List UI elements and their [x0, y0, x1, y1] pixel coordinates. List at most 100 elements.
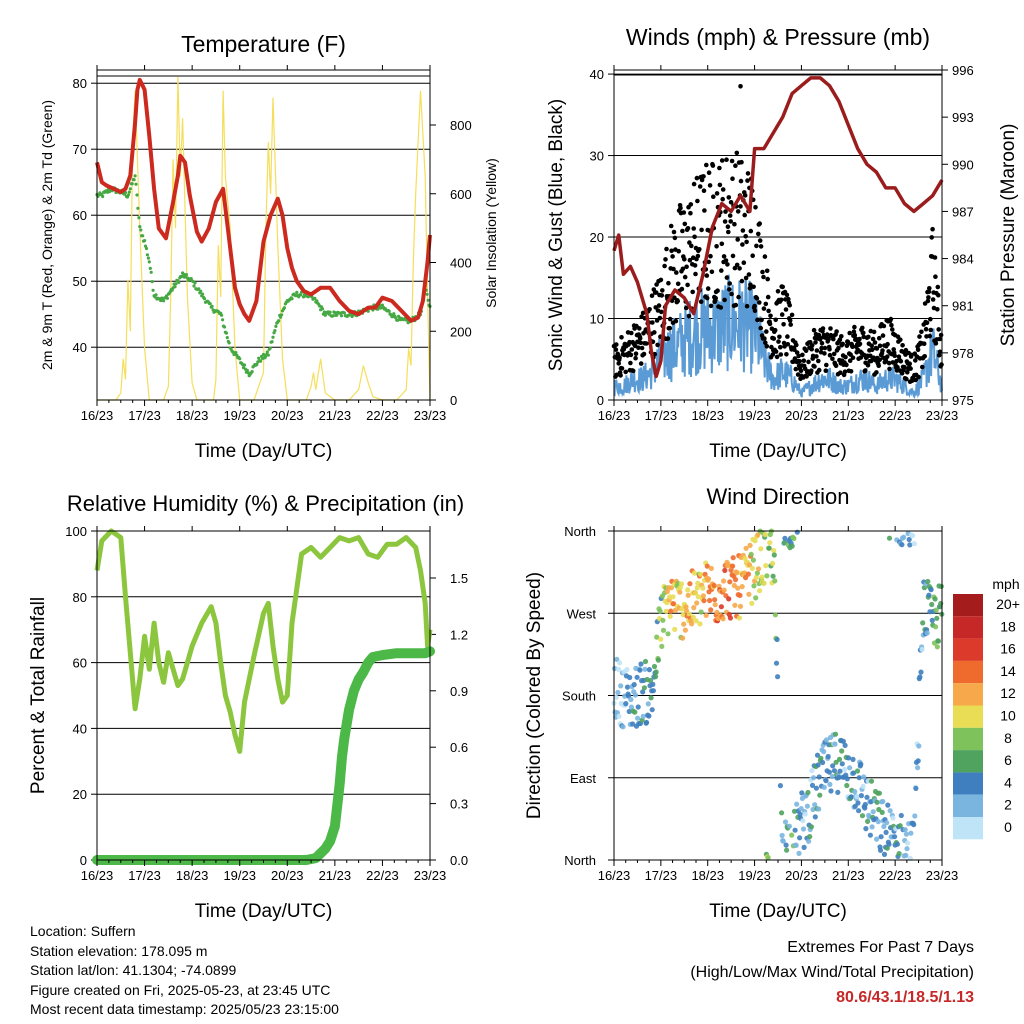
gust-point [836, 345, 841, 351]
gust-point [710, 163, 716, 168]
x-tick-label: 20/23 [785, 868, 818, 883]
series-gust [611, 83, 944, 385]
gust-point [636, 345, 641, 351]
direction-point [749, 565, 755, 571]
gust-point [792, 347, 797, 353]
dewpoint-point [227, 341, 231, 345]
gust-point [630, 368, 636, 374]
dewpoint-point [221, 318, 225, 322]
gust-point [692, 263, 698, 268]
direction-point [929, 617, 935, 624]
direction-point [844, 776, 850, 782]
gust-point [904, 376, 909, 382]
dewpoint-point [290, 297, 294, 301]
gust-point [937, 349, 943, 355]
dewpoint-point [135, 193, 139, 197]
direction-point [751, 583, 757, 589]
direction-point [644, 719, 650, 726]
direction-point [664, 588, 671, 595]
gust-point [670, 254, 675, 259]
x-axis-label: Time (Day/UTC) [195, 441, 333, 462]
chart-title: Wind Direction [706, 484, 849, 509]
gust-point [708, 303, 714, 309]
gust-point [761, 274, 766, 280]
gust-point [705, 286, 711, 291]
gust-point [681, 210, 687, 215]
direction-point [732, 602, 738, 608]
direction-point [835, 789, 841, 796]
gust-point [685, 282, 690, 288]
y2-tick-label: 1.2 [450, 627, 468, 642]
dewpoint-point [225, 336, 229, 340]
direction-point [707, 597, 713, 604]
gust-point [932, 255, 938, 260]
dewpoint-point [323, 313, 327, 317]
gust-point [919, 329, 924, 335]
direction-point [911, 541, 917, 547]
gust-point [725, 262, 730, 267]
gust-point [796, 353, 801, 359]
direction-point [796, 850, 802, 857]
legend-label: 6 [1004, 752, 1012, 768]
direction-point [830, 763, 836, 769]
direction-point [647, 678, 654, 684]
gust-point [743, 275, 749, 281]
direction-point [799, 790, 805, 796]
direction-point [933, 624, 939, 630]
legend-label: 20+ [996, 596, 1020, 612]
gust-point [927, 286, 932, 291]
direction-point [839, 748, 845, 754]
direction-point [631, 682, 637, 688]
direction-point [748, 551, 754, 558]
direction-point [791, 535, 797, 542]
gust-point [760, 269, 765, 275]
direction-point [746, 562, 753, 568]
x-axis-label: Time (Day/UTC) [195, 901, 333, 922]
direction-point [887, 808, 893, 814]
extremes-box: Extremes For Past 7 Days (High/Low/Max W… [690, 935, 974, 1010]
gust-point [723, 209, 728, 214]
gust-point [727, 287, 732, 292]
direction-point [653, 669, 659, 675]
gust-point [699, 177, 705, 183]
direction-point [911, 822, 917, 828]
direction-point [894, 841, 901, 847]
dewpoint-point [141, 234, 145, 238]
direction-point [635, 704, 641, 710]
direction-point [898, 812, 904, 819]
direction-point [874, 836, 880, 842]
gust-point [664, 246, 669, 252]
direction-point [935, 638, 942, 644]
direction-point [899, 542, 905, 548]
y-tick-label: 0 [597, 393, 604, 408]
dewpoint-point [220, 313, 224, 317]
gust-point [819, 341, 825, 346]
dewpoint-point [331, 314, 335, 318]
gust-point [618, 373, 623, 378]
y2-tick-label: 0.6 [450, 740, 468, 755]
dewpoint-point [165, 296, 169, 300]
dewpoint-point [197, 287, 201, 291]
gust-point [786, 296, 791, 302]
gust-point [785, 342, 791, 347]
gust-point [676, 248, 681, 254]
gust-point [824, 332, 830, 337]
gust-point [888, 316, 894, 322]
direction-point [660, 617, 666, 623]
direction-point [825, 753, 831, 760]
gust-point [619, 335, 624, 340]
y-tick-label: 60 [73, 208, 87, 223]
x-tick-label: 18/23 [176, 408, 209, 423]
gust-point [658, 277, 664, 283]
y2-axis-label: Station Pressure (Maroon) [998, 124, 1019, 347]
gust-point [876, 363, 881, 369]
dewpoint-point [426, 298, 430, 302]
direction-point [852, 789, 858, 795]
direction-point [749, 600, 755, 607]
series-temperature-line [95, 77, 432, 323]
gust-point [936, 292, 941, 298]
direction-point [856, 808, 862, 814]
gust-point [831, 351, 837, 357]
dewpoint-point [257, 356, 261, 360]
direction-point [773, 660, 780, 666]
